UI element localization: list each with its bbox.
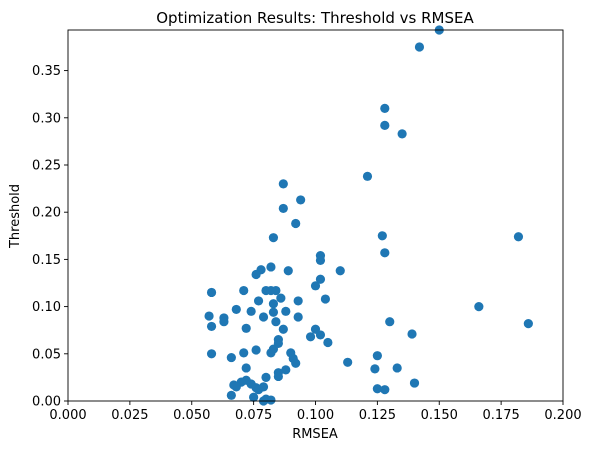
data-point — [315, 255, 326, 265]
data-point — [380, 103, 390, 113]
data-point — [407, 329, 417, 339]
data-point — [281, 306, 291, 316]
data-point — [253, 296, 264, 306]
data-point — [362, 171, 373, 181]
data-point — [335, 266, 345, 276]
x-tick-label: 0.000 — [49, 408, 86, 423]
data-point — [268, 299, 279, 309]
points-layer — [204, 25, 533, 406]
data-point — [268, 233, 279, 243]
y-tick-label: 0.25 — [32, 158, 61, 173]
data-point — [231, 382, 241, 392]
data-point — [278, 324, 288, 334]
data-point — [370, 364, 380, 374]
data-point — [372, 384, 382, 394]
data-point — [266, 348, 276, 358]
data-point — [315, 274, 326, 284]
data-point — [293, 312, 303, 322]
y-tick-label: 0.10 — [32, 300, 61, 315]
data-point — [241, 323, 251, 333]
y-axis-ticks: 0.00 0.05 0.10 0.15 0.20 0.25 0.30 0.35 — [32, 64, 68, 410]
data-point — [513, 232, 524, 242]
y-axis-title: Threshold — [8, 184, 23, 249]
data-point — [523, 318, 533, 329]
data-point — [291, 358, 301, 368]
data-point — [231, 304, 241, 315]
data-point — [219, 317, 229, 327]
data-point — [377, 231, 387, 241]
y-tick-label: 0.00 — [32, 395, 61, 410]
y-tick-label: 0.30 — [32, 111, 61, 126]
x-tick-label: 0.100 — [297, 408, 334, 423]
data-point — [293, 296, 303, 306]
y-tick-label: 0.05 — [32, 347, 61, 362]
data-point — [283, 266, 293, 276]
x-tick-label: 0.025 — [111, 408, 148, 423]
y-tick-label: 0.15 — [32, 253, 61, 268]
data-point — [474, 301, 484, 312]
data-point — [323, 337, 333, 348]
data-point — [296, 195, 306, 205]
data-point — [380, 248, 390, 258]
data-point — [320, 294, 330, 304]
data-point — [271, 285, 281, 296]
data-point — [385, 317, 395, 327]
data-point — [226, 390, 236, 400]
y-tick-label: 0.20 — [32, 206, 61, 221]
data-point — [226, 352, 236, 363]
data-point — [291, 218, 301, 229]
data-point — [268, 307, 279, 317]
data-point — [204, 311, 214, 321]
y-tick-label: 0.35 — [32, 64, 61, 79]
data-point — [249, 392, 259, 402]
data-point — [273, 371, 283, 382]
data-point — [278, 179, 288, 189]
data-point — [380, 385, 390, 395]
data-point — [276, 293, 286, 303]
plot-frame — [67, 29, 564, 402]
x-tick-label: 0.175 — [483, 408, 520, 423]
data-point — [239, 348, 249, 358]
x-tick-label: 0.075 — [235, 408, 272, 423]
chart-title: Optimization Results: Threshold vs RMSEA — [156, 9, 474, 27]
data-point — [206, 349, 217, 359]
data-point — [261, 372, 271, 382]
data-point — [281, 365, 291, 375]
data-point — [246, 306, 256, 316]
data-point — [206, 287, 217, 298]
data-point — [271, 317, 281, 327]
x-tick-label: 0.150 — [421, 408, 458, 423]
data-point — [251, 345, 261, 355]
data-point — [397, 129, 407, 139]
data-point — [241, 363, 251, 373]
data-point — [253, 385, 264, 395]
data-point — [258, 312, 269, 322]
data-point — [278, 203, 288, 214]
data-point — [409, 378, 420, 388]
x-axis-title: RMSEA — [292, 427, 338, 442]
data-point — [310, 281, 321, 291]
x-axis-ticks: 0.000 0.025 0.050 0.075 0.100 0.125 0.150 0.175… — [49, 401, 582, 423]
data-point — [266, 395, 276, 405]
x-tick-label: 0.200 — [544, 408, 581, 423]
data-point — [372, 351, 382, 361]
data-point — [380, 120, 390, 130]
data-point — [392, 363, 402, 373]
data-point — [206, 321, 217, 332]
data-point — [239, 285, 249, 296]
data-point — [315, 330, 326, 340]
data-point — [251, 269, 261, 280]
data-point — [414, 42, 425, 52]
data-point — [266, 262, 276, 272]
data-point — [343, 357, 353, 367]
x-tick-label: 0.125 — [359, 408, 396, 423]
data-point — [305, 332, 316, 342]
x-tick-label: 0.050 — [173, 408, 210, 423]
